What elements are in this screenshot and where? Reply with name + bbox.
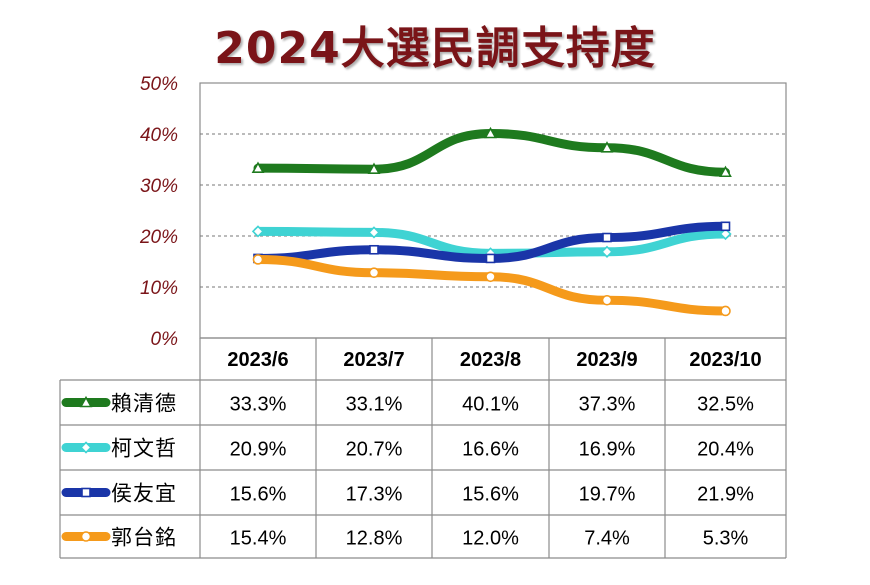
series-marker	[252, 254, 264, 265]
y-tick-label: 20%	[139, 227, 178, 248]
series-marker	[251, 161, 265, 173]
data-label: 20.7%	[346, 439, 403, 461]
chart-title: 2024大選民調支持度	[214, 23, 656, 74]
x-tick-label: 2023/9	[576, 349, 637, 371]
data-label: 33.3%	[230, 394, 287, 416]
legend-label: 賴清德	[111, 392, 177, 416]
x-tick-label: 2023/7	[343, 349, 404, 371]
legend-key-marker	[79, 441, 93, 454]
legend-label: 侯友宜	[111, 482, 177, 506]
series-marker	[485, 271, 496, 283]
data-label: 12.8%	[346, 528, 403, 550]
series-marker	[367, 226, 381, 239]
data-label: 15.4%	[230, 528, 287, 550]
data-label: 40.1%	[462, 394, 519, 416]
legend-label: 柯文哲	[111, 437, 177, 461]
x-tick-label: 2023/6	[227, 349, 288, 371]
series-marker	[485, 253, 496, 264]
data-label: 19.7%	[579, 484, 636, 506]
data-label: 16.6%	[462, 439, 519, 461]
data-label: 33.1%	[346, 394, 403, 416]
series-marker	[602, 232, 612, 243]
data-label: 7.4%	[584, 528, 630, 550]
y-tick-label: 40%	[140, 125, 178, 146]
series-marker	[369, 244, 379, 255]
series-marker	[601, 294, 613, 306]
series-marker	[719, 227, 732, 241]
data-label: 20.9%	[230, 439, 287, 461]
data-label: 5.3%	[703, 528, 749, 550]
data-label: 21.9%	[697, 484, 754, 506]
series-marker	[484, 126, 497, 139]
series-marker	[720, 221, 731, 232]
legend-key-marker	[81, 487, 91, 498]
series-marker	[368, 267, 380, 279]
plot-area	[199, 82, 787, 339]
legend-key-marker	[79, 395, 93, 408]
data-label: 37.3%	[579, 394, 636, 416]
data-label: 32.5%	[697, 394, 754, 416]
x-tick-label: 2023/10	[689, 349, 761, 371]
data-label: 12.0%	[462, 528, 519, 550]
x-tick-label: 2023/8	[460, 349, 521, 371]
series-marker	[600, 141, 614, 153]
data-label: 16.9%	[579, 439, 636, 461]
y-tick-label: 10%	[140, 278, 178, 299]
y-tick-label: 0%	[151, 329, 179, 350]
y-tick-label: 30%	[140, 176, 178, 197]
series-marker	[251, 225, 265, 238]
series-marker	[719, 165, 732, 178]
data-label: 15.6%	[462, 484, 519, 506]
legend-key-marker	[80, 531, 92, 542]
data-label: 17.3%	[346, 484, 403, 506]
data-label: 15.6%	[230, 484, 287, 506]
series-marker	[600, 245, 614, 258]
data-label: 20.4%	[697, 439, 754, 461]
legend-label: 郭台銘	[111, 526, 177, 550]
series-marker	[367, 162, 381, 174]
series-marker	[720, 305, 731, 317]
y-tick-label: 50%	[140, 74, 178, 95]
